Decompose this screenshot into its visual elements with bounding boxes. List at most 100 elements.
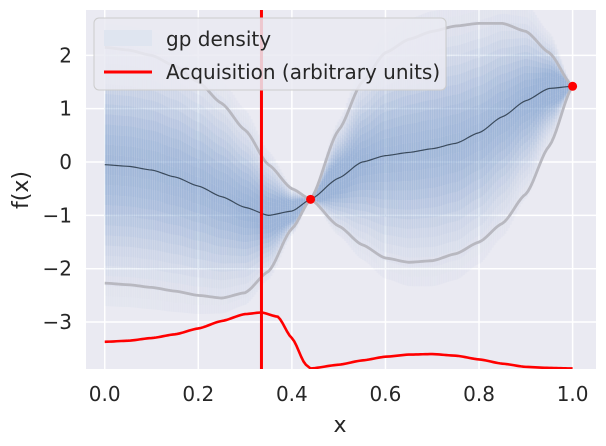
density-cell — [248, 188, 251, 196]
density-cell — [284, 204, 287, 208]
density-cell — [209, 112, 212, 122]
density-cell — [174, 196, 178, 207]
density-cell — [138, 248, 142, 259]
density-cell — [423, 179, 426, 189]
density-cell — [254, 228, 257, 235]
density-cell — [108, 164, 111, 176]
density-cell — [158, 182, 161, 192]
density-cell — [270, 175, 273, 181]
density-cell — [210, 114, 214, 124]
density-cell — [171, 244, 174, 254]
density-cell — [286, 194, 289, 197]
density-cell — [326, 201, 329, 204]
density-cell — [122, 256, 125, 267]
density-cell — [383, 260, 386, 270]
density-cell — [119, 216, 122, 227]
density-cell — [327, 210, 331, 213]
density-cell — [268, 219, 271, 225]
density-cell — [113, 155, 116, 166]
density-cell — [394, 236, 397, 246]
density-cell — [257, 167, 260, 174]
density-cell — [151, 160, 154, 171]
density-cell — [335, 202, 338, 207]
density-cell — [104, 124, 107, 135]
density-cell — [376, 91, 379, 100]
density-cell — [255, 257, 259, 264]
density-cell — [342, 234, 345, 240]
density-cell — [192, 295, 196, 305]
density-cell — [117, 95, 120, 106]
density-cell — [270, 154, 273, 159]
density-cell — [106, 286, 109, 297]
density-cell — [158, 122, 161, 133]
density-cell — [387, 190, 390, 200]
density-cell — [218, 187, 221, 196]
density-cell — [250, 189, 253, 197]
density-cell — [327, 170, 331, 174]
density-cell — [367, 108, 370, 117]
density-cell — [268, 183, 271, 189]
density-cell — [387, 102, 390, 112]
density-cell — [146, 189, 149, 200]
density-cell — [210, 149, 214, 158]
density-cell — [315, 193, 318, 194]
density-cell — [284, 207, 287, 210]
density-cell — [288, 197, 291, 200]
density-cell — [358, 129, 361, 137]
density-cell — [165, 272, 169, 282]
density-cell — [122, 166, 125, 177]
density-cell — [167, 126, 170, 137]
density-cell — [209, 130, 212, 139]
density-cell — [327, 165, 331, 169]
density-cell — [336, 190, 340, 195]
density-cell — [252, 203, 255, 210]
density-cell — [147, 110, 151, 120]
density-cell — [349, 97, 352, 104]
density-cell — [344, 122, 347, 127]
density-cell — [297, 211, 300, 213]
density-cell — [417, 141, 421, 151]
density-cell — [387, 155, 390, 165]
density-cell — [342, 157, 345, 163]
density-cell — [133, 126, 136, 138]
density-cell — [183, 161, 187, 172]
density-cell — [333, 191, 336, 196]
density-cell — [396, 245, 399, 255]
density-cell — [201, 160, 205, 170]
density-cell — [241, 135, 244, 143]
density-cell — [144, 288, 147, 299]
density-cell — [117, 105, 120, 116]
density-cell — [171, 234, 174, 245]
density-cell — [371, 174, 374, 183]
density-cell — [192, 184, 196, 194]
density-cell — [239, 119, 242, 127]
density-cell — [326, 193, 329, 197]
density-cell — [331, 202, 334, 206]
density-cell — [268, 246, 271, 252]
density-cell — [156, 250, 160, 261]
density-cell — [236, 226, 239, 234]
density-cell — [155, 91, 158, 102]
density-cell — [293, 214, 296, 217]
density-cell — [317, 192, 320, 194]
density-cell — [124, 186, 127, 197]
density-cell — [198, 158, 201, 169]
density-cell — [345, 183, 349, 189]
density-cell — [137, 117, 140, 128]
density-cell — [119, 125, 122, 136]
density-cell — [302, 204, 305, 205]
density-cell — [230, 130, 233, 139]
density-cell — [263, 199, 266, 205]
density-cell — [372, 119, 376, 128]
density-cell — [214, 271, 217, 280]
density-cell — [255, 240, 259, 247]
density-cell — [176, 148, 179, 159]
density-cell — [268, 255, 271, 261]
density-cell — [162, 144, 165, 154]
density-cell — [117, 135, 120, 146]
density-cell — [180, 274, 183, 284]
density-cell — [349, 120, 352, 126]
density-cell — [419, 160, 422, 170]
density-cell — [108, 185, 111, 196]
density-cell — [104, 265, 107, 276]
